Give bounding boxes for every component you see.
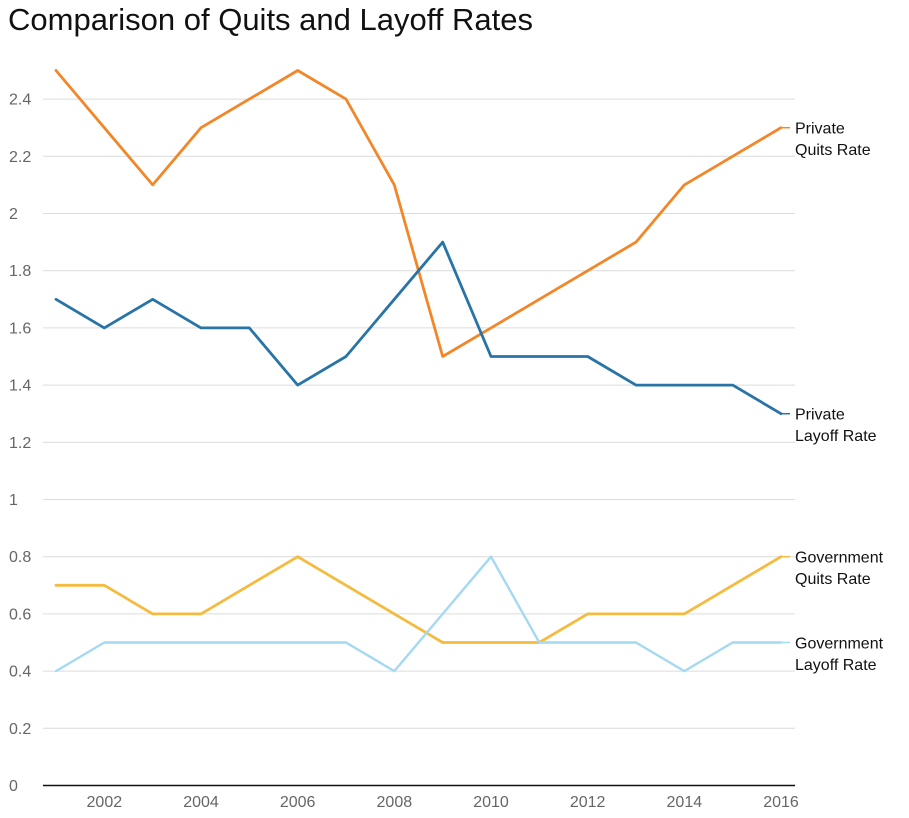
y-tick-label: 0 (9, 778, 18, 795)
x-tick-label: 2006 (280, 794, 316, 811)
y-tick-label: 2 (9, 206, 18, 223)
series-lines (54, 69, 783, 673)
chart-title: Comparison of Quits and Layoff Rates (8, 2, 533, 37)
series-end-label: Government (795, 550, 884, 567)
y-tick-label: 1.6 (9, 320, 31, 337)
series-end-labels: Private Quits Rate Private Layoff Rate Gover… (781, 121, 884, 674)
x-tick-label: 2008 (377, 794, 413, 811)
series-line (54, 555, 783, 644)
x-tick-label: 2010 (473, 794, 509, 811)
series-end-label: Quits Rate (795, 571, 871, 588)
x-tick-label: 2002 (87, 794, 123, 811)
y-tick-label: 1.4 (9, 378, 31, 395)
y-tick-label: 2.4 (9, 92, 31, 109)
series-end-label: Layoff Rate (795, 657, 877, 674)
y-tick-label: 2.2 (9, 149, 31, 166)
x-tick-label: 2004 (183, 794, 219, 811)
y-tick-label: 1.8 (9, 263, 31, 280)
series-line (54, 240, 783, 416)
x-tick-label: 2016 (763, 794, 799, 811)
series-end-label: Private (795, 121, 845, 138)
y-tick-label: 0.6 (9, 606, 31, 623)
y-tick-label: 1.2 (9, 435, 31, 452)
series-end-label: Private (795, 407, 845, 424)
x-axis-tick-labels: 2002 2004 2006 2008 2010 2012 2014 2016 (87, 794, 799, 811)
series-end-label: Layoff Rate (795, 428, 877, 445)
x-tick-label: 2014 (667, 794, 703, 811)
y-tick-label: 1 (9, 492, 18, 509)
y-tick-label: 0.2 (9, 721, 31, 738)
y-tick-label: 0.4 (9, 664, 31, 681)
gridlines (43, 98, 795, 729)
series-end-label: Quits Rate (795, 142, 871, 159)
series-end-label: Government (795, 636, 884, 653)
y-tick-label: 0.8 (9, 549, 31, 566)
series-line (54, 555, 783, 673)
y-axis-tick-labels: 0 0.2 0.4 0.6 0.8 1 1.2 1.4 1.6 1.8 2 2.2 2.4 (9, 92, 31, 795)
x-tick-label: 2012 (570, 794, 606, 811)
